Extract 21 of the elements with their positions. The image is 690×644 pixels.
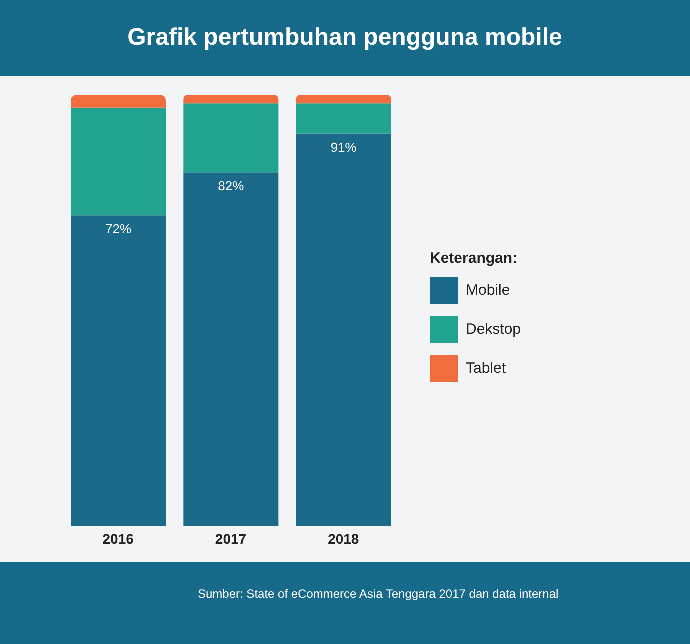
bar bbox=[71, 108, 166, 216]
data-label: 72% bbox=[105, 222, 132, 237]
bar bbox=[184, 172, 279, 526]
bar bbox=[184, 95, 279, 104]
legend-label: Tablet bbox=[466, 360, 506, 377]
bar bbox=[296, 104, 392, 134]
bar bbox=[296, 95, 392, 104]
bar bbox=[71, 216, 166, 526]
bar bbox=[296, 134, 392, 526]
legend-label: Dekstop bbox=[466, 321, 522, 338]
x-tick-label: 2016 bbox=[102, 530, 134, 547]
bar bbox=[71, 95, 166, 108]
data-label: 91% bbox=[330, 140, 358, 155]
legend-label: Mobile bbox=[466, 282, 510, 299]
legend-title: Keterangan: bbox=[430, 250, 519, 267]
data-label: 82% bbox=[218, 178, 245, 194]
x-tick-label: 2018 bbox=[328, 530, 360, 547]
text: Sumber: State of eCommerce Asia Tenggara 2017 dan data internal bbox=[198, 586, 560, 603]
bar bbox=[184, 104, 279, 173]
chart-title: Grafik pertumbuhan pengguna mobile bbox=[0, 0, 690, 76]
x-tick-label: 2017 bbox=[215, 530, 247, 547]
